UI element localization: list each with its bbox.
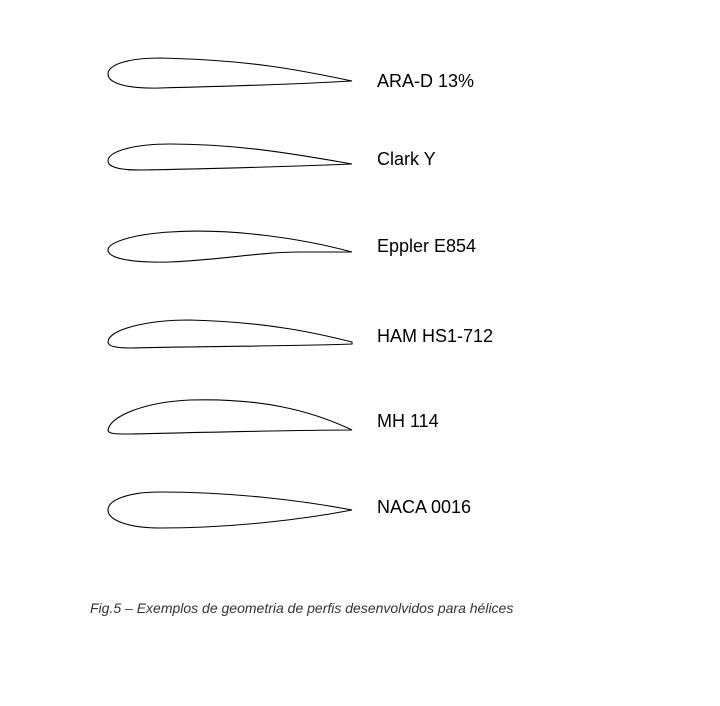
airfoil-label-clark-y: Clark Y xyxy=(377,149,436,169)
airfoil-label-mh-114: MH 114 xyxy=(377,411,439,431)
airfoil-shape-ham-hs1-712 xyxy=(107,319,353,349)
airfoil-label-ara-d: ARA-D 13% xyxy=(377,71,475,91)
airfoil-shape-ara-d xyxy=(107,57,353,89)
figure-caption: Fig.5 – Exemplos de geometria de perfis … xyxy=(90,600,514,616)
airfoil-shape-naca-0016 xyxy=(107,491,353,529)
airfoil-shape-clark-y xyxy=(107,143,353,171)
airfoil-shape-mh-114 xyxy=(107,399,353,435)
airfoil-shape-eppler-e854 xyxy=(107,230,353,263)
airfoil-label-eppler-e854: Eppler E854 xyxy=(377,236,477,256)
airfoil-label-ham-hs1-712: HAM HS1-712 xyxy=(377,326,494,346)
airfoil-label-naca-0016: NACA 0016 xyxy=(377,497,472,517)
